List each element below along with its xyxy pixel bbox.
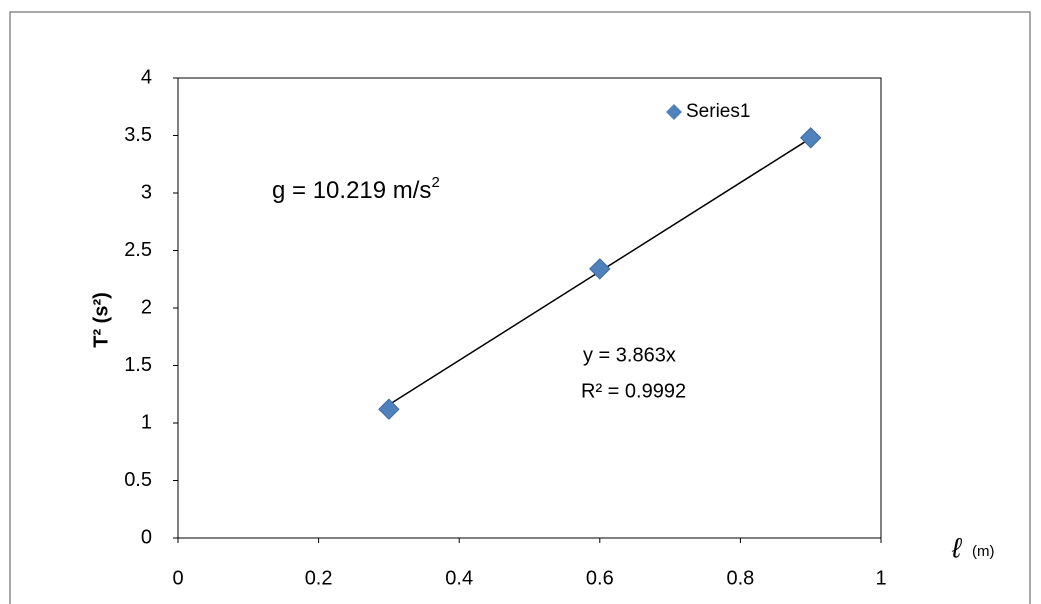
y-tick-label: 1.5 — [124, 354, 152, 376]
legend-label: Series1 — [686, 101, 750, 122]
trend-r2: R² = 0.9992 — [581, 380, 686, 402]
y-tick-label: 3.5 — [124, 124, 152, 146]
x-axis-unit: (m) — [972, 543, 995, 560]
trend-equation: y = 3.863x — [583, 344, 676, 366]
x-tick-label: 0 — [172, 567, 183, 589]
chart: g = 10.219 m/s2 y = 3.863x R² = 0.9992 T… — [0, 0, 1041, 604]
annotation-sup: 2 — [431, 174, 439, 191]
x-tick-label: 0.6 — [586, 567, 614, 589]
y-tick-label: 4 — [141, 66, 152, 88]
annotation: g = 10.219 m/s2 — [272, 174, 440, 204]
x-tick-label: 0.4 — [445, 567, 473, 589]
chart-frame — [10, 12, 1030, 604]
x-tick-label: 0.2 — [305, 567, 333, 589]
x-tick-label: 0.8 — [726, 567, 754, 589]
y-axis-label: T² (s²) — [90, 292, 112, 348]
y-tick-label: 0 — [141, 526, 152, 548]
y-tick-label: 2 — [141, 296, 152, 318]
y-tick-label: 0.5 — [124, 469, 152, 491]
y-tick-label: 2.5 — [124, 239, 152, 261]
annotation-text: g = 10.219 m/s — [272, 177, 431, 204]
x-tick-label: 1 — [875, 567, 886, 589]
y-tick-label: 1 — [141, 411, 152, 433]
y-tick-label: 3 — [141, 181, 152, 203]
